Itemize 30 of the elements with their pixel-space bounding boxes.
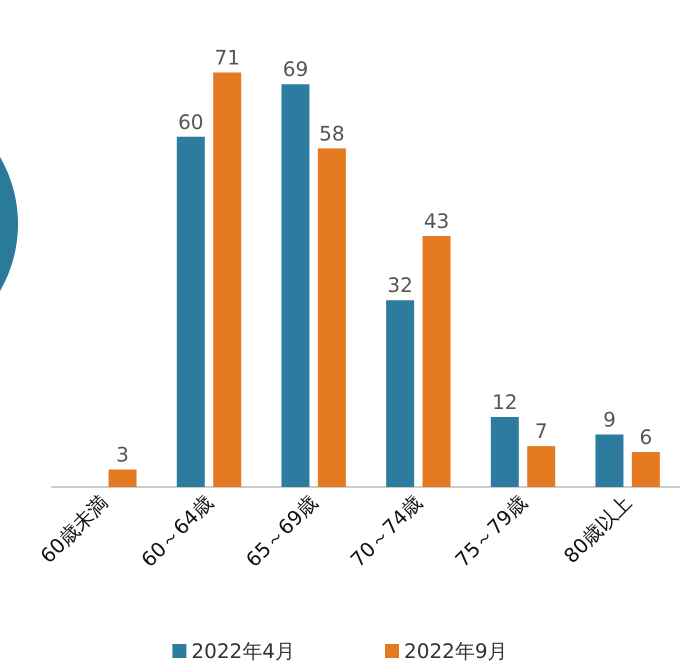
data-label: 43: [424, 208, 450, 233]
x-tick-label: 70～74歳: [346, 490, 427, 572]
bar: [176, 136, 205, 487]
data-label: 7: [534, 419, 548, 444]
data-label: 6: [640, 424, 652, 449]
data-label: 71: [214, 46, 240, 70]
bar: [490, 416, 519, 487]
legend-label: 2022年9月: [404, 639, 508, 663]
data-label: 32: [387, 273, 413, 298]
bar: [108, 469, 137, 487]
data-label: 69: [282, 57, 308, 82]
bar: [595, 434, 624, 487]
bar: [527, 446, 556, 487]
bar: [213, 72, 242, 487]
data-label: 60: [178, 110, 204, 134]
bar: [281, 84, 310, 487]
x-tick-label: 65～69歳: [240, 490, 322, 572]
x-tick-label: 60歳未満: [35, 490, 113, 568]
bar: [318, 148, 346, 487]
x-tick-label: 60～64歳: [136, 490, 218, 572]
data-label: 3: [116, 442, 129, 466]
bar: [386, 300, 414, 487]
legend-label: 2022年4月: [191, 639, 295, 663]
bar: [422, 236, 451, 487]
data-label: 9: [603, 407, 616, 432]
x-tick-label: 75～79歳: [450, 490, 532, 572]
data-label: 58: [319, 121, 345, 146]
data-label: 12: [492, 390, 518, 414]
x-tick-label: 80歳以上: [558, 490, 636, 568]
bar: [632, 452, 660, 487]
